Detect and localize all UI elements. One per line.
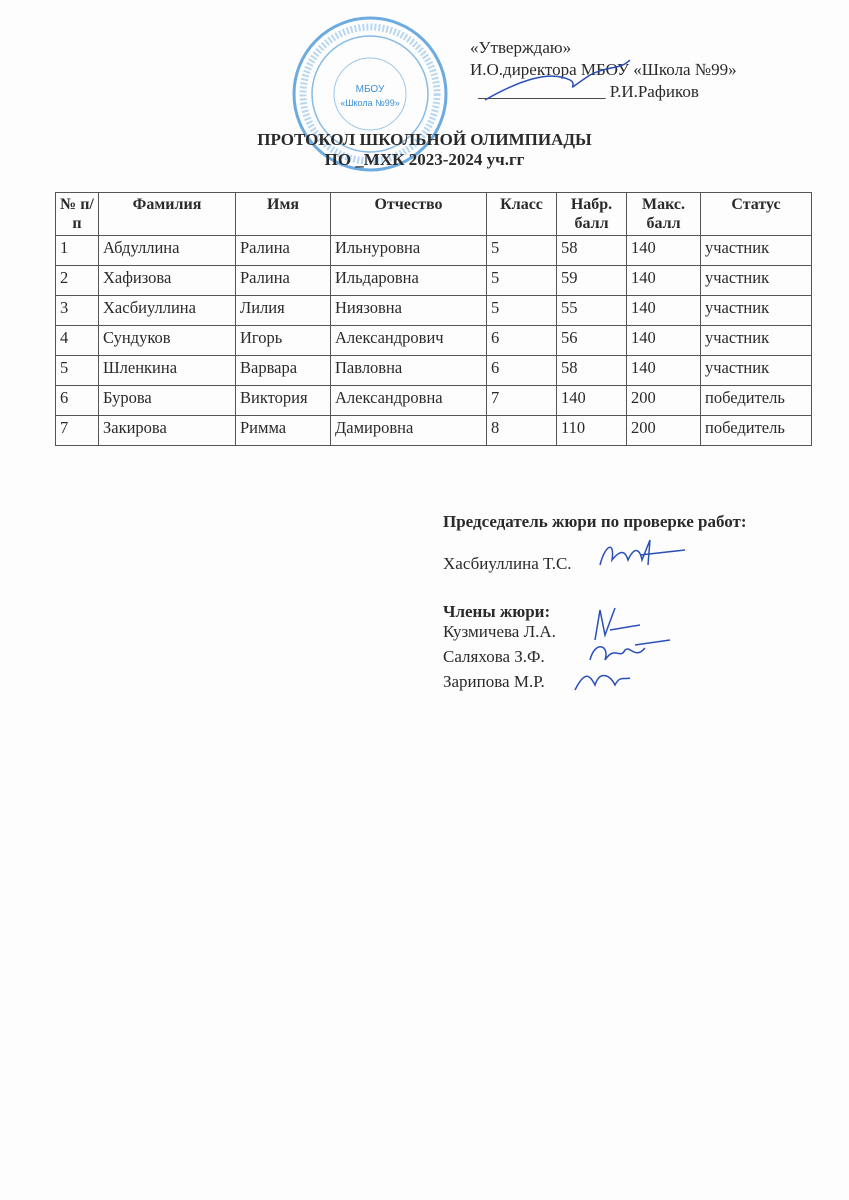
cell-status: победитель [700, 385, 812, 416]
school-stamp-icon: МБОУ «Школа №99» [292, 16, 448, 172]
cell-row-number: 3 [55, 295, 99, 326]
cell-class: 7 [486, 385, 557, 416]
cell-surname: Шленкина [98, 355, 236, 386]
table-row: 7 Закирова Римма Дамировна 8 110 200 победитель [55, 415, 812, 446]
cell-score: 58 [556, 235, 627, 266]
cell-max-score: 140 [626, 295, 701, 326]
col-patronymic: Отчество [330, 192, 487, 236]
director-signature-icon [484, 59, 631, 101]
cell-score: 56 [556, 325, 627, 356]
jury-member: Кузмичева Л.А. [443, 622, 556, 641]
cell-patronymic: Александровна [330, 385, 487, 416]
cell-first-name: Ралина [235, 235, 331, 266]
cell-surname: Бурова [98, 385, 236, 416]
cell-first-name: Лилия [235, 295, 331, 326]
cell-max-score: 200 [626, 415, 701, 446]
cell-patronymic: Ильдаровна [330, 265, 487, 296]
jury-member: Саляхова З.Ф. [443, 647, 545, 666]
cell-surname: Хафизова [98, 265, 236, 296]
col-surname: Фамилия [98, 192, 236, 236]
cell-first-name: Римма [235, 415, 331, 446]
table-row: 2 Хафизова Ралина Ильдаровна 5 59 140 участник [55, 265, 812, 296]
jury-member: Зарипова М.Р. [443, 672, 545, 691]
table-row: 1 Абдуллина Ралина Ильнуровна 5 58 140 участник [55, 235, 812, 266]
table-row: 3 Хасбиуллина Лилия Ниязовна 5 55 140 участник [55, 295, 812, 326]
cell-class: 6 [486, 325, 557, 356]
cell-class: 6 [486, 355, 557, 386]
cell-first-name: Варвара [235, 355, 331, 386]
cell-status: участник [700, 325, 812, 356]
cell-status: участник [700, 235, 812, 266]
cell-class: 5 [486, 265, 557, 296]
col-score: Набр. балл [556, 192, 627, 236]
col-max-score: Макс. балл [626, 192, 701, 236]
cell-max-score: 140 [626, 325, 701, 356]
cell-row-number: 6 [55, 385, 99, 416]
cell-patronymic: Александрович [330, 325, 487, 356]
col-name: Имя [235, 192, 331, 236]
cell-score: 110 [556, 415, 627, 446]
col-number: № п/п [55, 192, 99, 236]
members-signatures-icon [574, 607, 671, 691]
col-class: Класс [486, 192, 557, 236]
cell-max-score: 140 [626, 265, 701, 296]
cell-first-name: Игорь [235, 325, 331, 356]
document-subtitle: ПО _МХК 2023-2024 уч.гг [324, 150, 525, 169]
approval-line-3: _______________ Р.И.Рафиков [478, 82, 699, 101]
cell-row-number: 5 [55, 355, 99, 386]
cell-patronymic: Павловна [330, 355, 487, 386]
cell-class: 8 [486, 415, 557, 446]
approval-line-1: «Утверждаю» [470, 38, 572, 57]
cell-class: 5 [486, 235, 557, 266]
cell-first-name: Виктория [235, 385, 331, 416]
cell-row-number: 1 [55, 235, 99, 266]
table-header-row: № п/п Фамилия Имя Отчество Класс Набр. б… [55, 192, 812, 236]
svg-text:МБОУ: МБОУ [356, 84, 385, 95]
col-status: Статус [700, 192, 812, 236]
document-title: ПРОТОКОЛ ШКОЛЬНОЙ ОЛИМПИАДЫ [257, 130, 592, 149]
cell-surname: Абдуллина [98, 235, 236, 266]
table-row: 5 Шленкина Варвара Павловна 6 58 140 участник [55, 355, 812, 386]
cell-row-number: 4 [55, 325, 99, 356]
jury-chair-name: Хасбиуллина Т.С. [443, 554, 572, 573]
cell-status: участник [700, 295, 812, 326]
table-row: 4 Сундуков Игорь Александрович 6 56 140 участни… [55, 325, 812, 356]
svg-text:«Школа №99»: «Школа №99» [340, 98, 400, 108]
jury-chair-label: Председатель жюри по проверке работ: [443, 512, 773, 532]
jury-members-label: Члены жюри: [443, 602, 551, 621]
cell-row-number: 7 [55, 415, 99, 446]
chair-signature-icon [599, 539, 686, 566]
cell-max-score: 200 [626, 385, 701, 416]
cell-score: 55 [556, 295, 627, 326]
cell-status: участник [700, 355, 812, 386]
cell-patronymic: Ниязовна [330, 295, 487, 326]
cell-surname: Закирова [98, 415, 236, 446]
jury-chair-label-text: Председатель жюри по проверке работ: [443, 512, 747, 531]
cell-surname: Сундуков [98, 325, 236, 356]
cell-score: 58 [556, 355, 627, 386]
cell-class: 5 [486, 295, 557, 326]
cell-row-number: 2 [55, 265, 99, 296]
table-row: 6 Бурова Виктория Александровна 7 140 200 побед… [55, 385, 812, 416]
cell-score: 59 [556, 265, 627, 296]
cell-first-name: Ралина [235, 265, 331, 296]
cell-status: победитель [700, 415, 812, 446]
results-table: № п/п Фамилия Имя Отчество Класс Набр. б… [55, 192, 812, 446]
cell-max-score: 140 [626, 235, 701, 266]
cell-patronymic: Ильнуровна [330, 235, 487, 266]
cell-patronymic: Дамировна [330, 415, 487, 446]
cell-score: 140 [556, 385, 627, 416]
cell-max-score: 140 [626, 355, 701, 386]
cell-surname: Хасбиуллина [98, 295, 236, 326]
cell-status: участник [700, 265, 812, 296]
